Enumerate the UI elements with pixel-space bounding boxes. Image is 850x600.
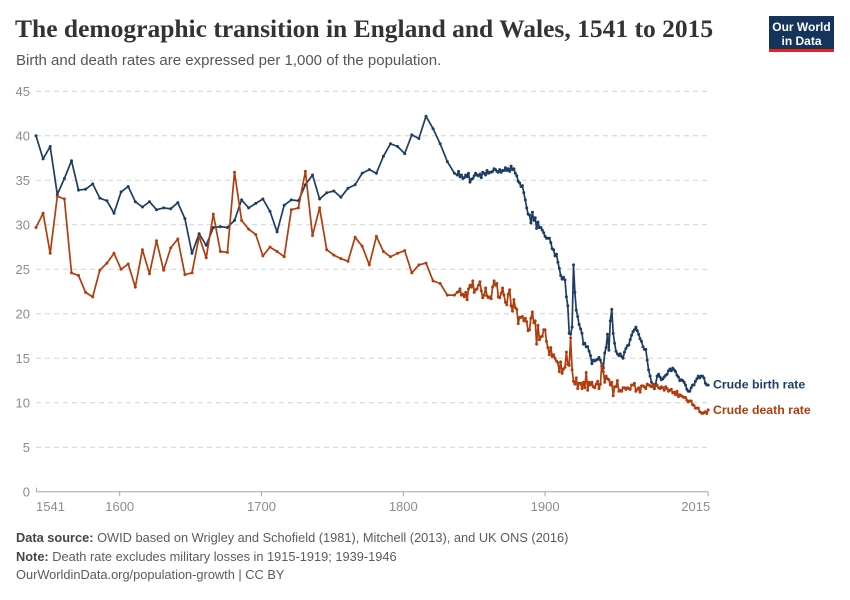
svg-text:45: 45 <box>16 84 30 99</box>
svg-text:35: 35 <box>16 173 30 188</box>
svg-text:1900: 1900 <box>531 499 560 514</box>
svg-text:1600: 1600 <box>105 499 134 514</box>
svg-text:Crude birth rate: Crude birth rate <box>713 377 805 391</box>
svg-text:25: 25 <box>16 262 30 277</box>
svg-text:20: 20 <box>16 306 30 321</box>
svg-text:40: 40 <box>16 128 30 143</box>
svg-text:2015: 2015 <box>681 499 710 514</box>
svg-text:10: 10 <box>16 395 30 410</box>
svg-text:5: 5 <box>23 440 30 455</box>
svg-text:Crude death rate: Crude death rate <box>713 403 811 417</box>
svg-text:15: 15 <box>16 351 30 366</box>
svg-text:1541: 1541 <box>36 499 65 514</box>
svg-text:1700: 1700 <box>247 499 276 514</box>
svg-text:0: 0 <box>23 484 30 499</box>
svg-text:30: 30 <box>16 217 30 232</box>
svg-text:1800: 1800 <box>389 499 418 514</box>
